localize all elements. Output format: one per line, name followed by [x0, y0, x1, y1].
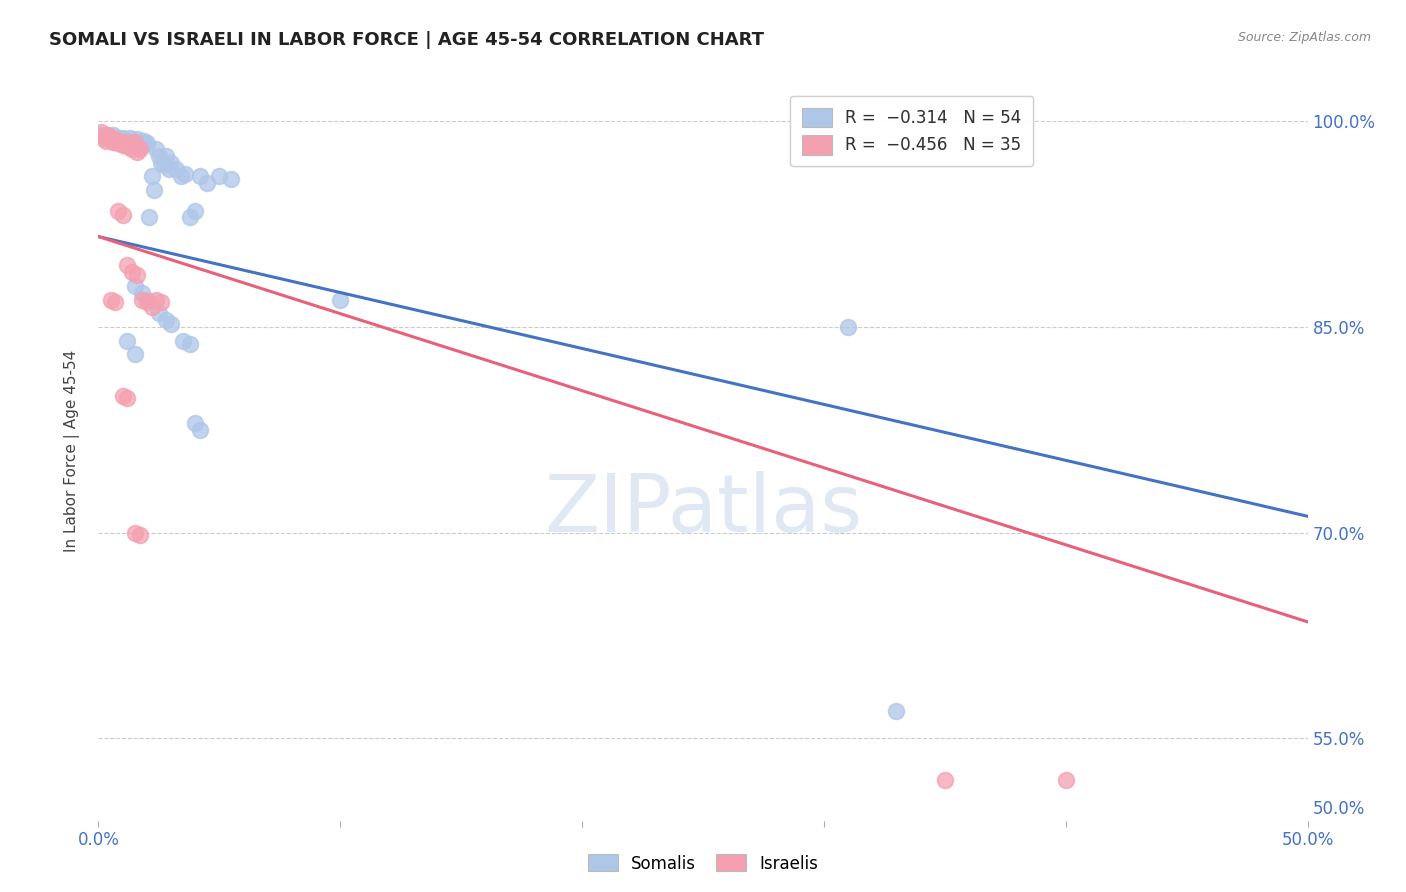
Point [131, 135, 153, 149]
Point [124, 279, 146, 293]
Point [184, 203, 207, 218]
Point [148, 149, 170, 163]
Point [886, 704, 908, 718]
Legend: R =  −0.314   N = 54, R =  −0.456   N = 35: R = −0.314 N = 54, R = −0.456 N = 35 [790, 96, 1033, 166]
Point [837, 320, 859, 334]
Point [124, 525, 146, 540]
Point [141, 169, 163, 184]
Point [138, 211, 160, 225]
Point [145, 293, 167, 307]
Point [90, 125, 112, 139]
Point [1054, 772, 1077, 787]
Point [188, 423, 211, 437]
Point [121, 142, 143, 156]
Point [117, 392, 139, 406]
Point [124, 135, 146, 149]
Point [104, 295, 127, 310]
Text: ZIPatlas: ZIPatlas [544, 471, 862, 549]
Point [107, 203, 129, 218]
Point [94, 134, 117, 148]
Point [934, 772, 956, 787]
Point [169, 169, 191, 184]
Legend: Somalis, Israelis: Somalis, Israelis [581, 847, 825, 880]
Point [117, 135, 139, 149]
Point [107, 131, 129, 145]
Point [124, 347, 146, 361]
Point [195, 176, 218, 190]
Point [97, 131, 120, 145]
Point [329, 293, 352, 307]
Point [155, 313, 177, 327]
Point [160, 318, 183, 332]
Point [148, 306, 170, 320]
Point [118, 136, 141, 151]
Point [135, 293, 157, 307]
Point [135, 136, 157, 151]
Point [165, 162, 187, 177]
Point [100, 131, 122, 145]
Point [188, 169, 211, 184]
Point [135, 295, 157, 310]
Point [117, 259, 139, 273]
Point [184, 416, 207, 430]
Point [111, 131, 134, 145]
Text: SOMALI VS ISRAELI IN LABOR FORCE | AGE 45-54 CORRELATION CHART: SOMALI VS ISRAELI IN LABOR FORCE | AGE 4… [49, 31, 765, 49]
Point [117, 139, 139, 153]
Point [221, 172, 243, 186]
Point [131, 285, 153, 300]
Point [150, 155, 173, 169]
Point [114, 132, 136, 146]
Point [179, 336, 201, 351]
Point [127, 132, 149, 146]
Point [108, 135, 131, 149]
Point [208, 169, 231, 184]
Point [121, 265, 143, 279]
Point [128, 137, 150, 152]
Point [150, 295, 173, 310]
Point [128, 142, 150, 156]
Point [157, 162, 180, 177]
Point [179, 211, 201, 225]
Point [174, 167, 197, 181]
Point [124, 135, 146, 149]
Point [108, 132, 131, 146]
Point [152, 158, 174, 172]
Point [114, 135, 136, 149]
Point [141, 300, 163, 314]
Point [91, 131, 114, 145]
Point [111, 389, 134, 403]
Point [104, 135, 127, 149]
Point [145, 142, 167, 156]
Point [107, 136, 129, 151]
Point [111, 134, 134, 148]
Point [131, 293, 153, 307]
Point [134, 134, 156, 148]
Point [90, 128, 112, 142]
Y-axis label: In Labor Force | Age 45-54: In Labor Force | Age 45-54 [63, 350, 80, 551]
Point [160, 155, 183, 169]
Point [100, 132, 122, 146]
Point [97, 128, 120, 142]
Point [127, 145, 149, 159]
Point [127, 268, 149, 282]
Point [117, 334, 139, 348]
Point [155, 149, 177, 163]
Point [94, 128, 117, 142]
Point [111, 208, 134, 222]
Point [172, 334, 194, 348]
Point [121, 136, 143, 151]
Point [128, 528, 150, 542]
Point [118, 131, 141, 145]
Text: Source: ZipAtlas.com: Source: ZipAtlas.com [1237, 31, 1371, 45]
Point [111, 137, 134, 152]
Point [104, 132, 127, 146]
Point [101, 135, 124, 149]
Point [143, 183, 166, 197]
Point [101, 128, 124, 142]
Point [100, 293, 122, 307]
